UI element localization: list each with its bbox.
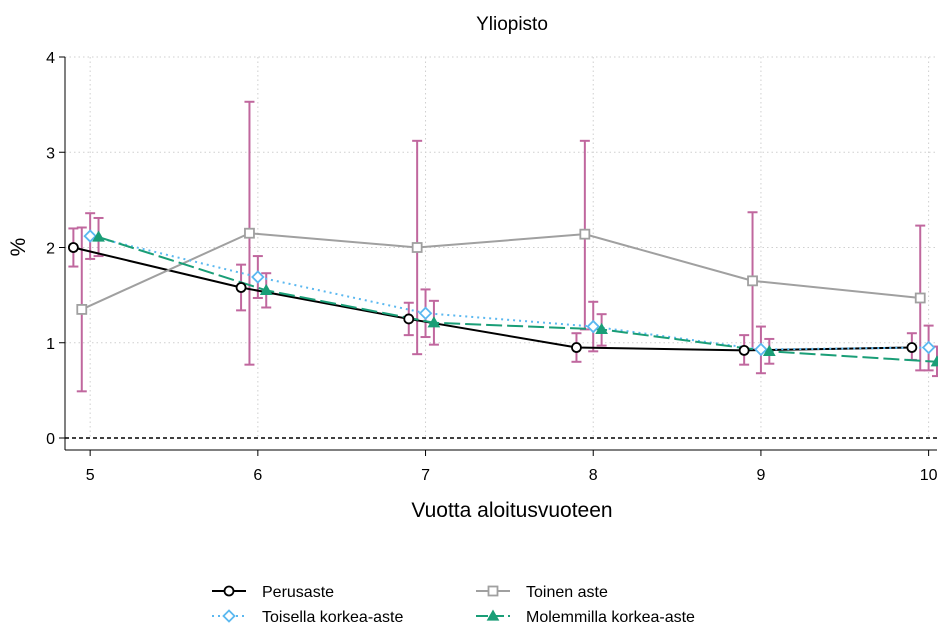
data-point-perusaste [235,282,247,293]
legend-label: Toisella korkea-aste [262,609,404,626]
y-tick-label: 0 [46,431,55,448]
series-lines [73,232,938,363]
legend-label: Molemmilla korkea-aste [526,609,695,626]
legend: Perusaste Toinen aste Toisella korkea-aste… [212,584,695,626]
y-tick-label: 3 [46,145,55,162]
legend-swatch-marker [222,609,236,623]
series-line-toinen-aste [81,232,921,311]
chart-title: Yliopisto [476,14,548,35]
data-point-toisella-korkea-aste [754,342,768,357]
data-point-toinen-aste [76,304,88,315]
series-line-molemmilla-korkea-aste [98,236,938,363]
x-tick-label: 9 [756,467,765,484]
data-point-molemmilla-korkea-aste [930,355,938,367]
legend-item-molemmilla-korkea-aste: Molemmilla korkea-aste [476,609,695,626]
series-line-toisella-korkea-aste [89,235,929,351]
tick-labels: 5 6 7 8 9 10 0 1 2 3 4 [46,50,938,484]
legend-label: Perusaste [262,584,334,601]
axes [59,56,937,456]
legend-label: Toinen aste [526,584,608,601]
gridlines [65,56,937,438]
data-point-toisella-korkea-aste [418,306,433,320]
data-point-molemmilla-korkea-aste [92,230,105,242]
data-point-molemmilla-korkea-aste [762,344,776,356]
data-point-toinen-aste [244,227,255,239]
y-tick-label: 1 [46,336,55,353]
error-bars [68,100,938,393]
series-line-perusaste [73,246,912,352]
y-axis-title: % [7,238,30,257]
x-tick-label: 8 [589,467,598,484]
legend-swatch-marker [223,585,235,597]
data-point-perusaste [571,342,582,353]
x-tick-label: 5 [86,467,95,484]
data-point-perusaste [906,342,918,353]
data-point-molemmilla-korkea-aste [259,283,273,295]
legend-swatch-marker [487,585,499,597]
data-point-perusaste [738,344,750,356]
legend-item-toinen-aste: Toinen aste [476,584,608,601]
series-markers [67,227,938,367]
data-point-toinen-aste [747,275,758,287]
x-tick-label: 10 [920,467,938,484]
data-point-molemmilla-korkea-aste [595,322,608,335]
data-point-perusaste [67,242,79,253]
data-point-toisella-korkea-aste [251,270,265,284]
data-point-toinen-aste [579,228,591,240]
x-axis-title: Vuotta aloitusvuoteen [411,499,612,522]
y-tick-label: 2 [46,241,55,258]
legend-item-toisella-korkea-aste: Toisella korkea-aste [212,609,404,626]
legend-item-perusaste: Perusaste [212,584,334,601]
data-point-toisella-korkea-aste [921,340,936,355]
y-tick-label: 4 [46,50,55,67]
x-tick-label: 7 [421,467,430,484]
data-point-perusaste [403,313,415,325]
data-point-toinen-aste [411,242,423,253]
data-point-toisella-korkea-aste [586,319,601,334]
x-tick-label: 6 [253,467,262,484]
legend-swatch-marker [486,609,500,621]
data-point-molemmilla-korkea-aste [427,316,441,328]
data-point-toisella-korkea-aste [83,229,97,243]
data-point-toinen-aste [914,292,926,304]
